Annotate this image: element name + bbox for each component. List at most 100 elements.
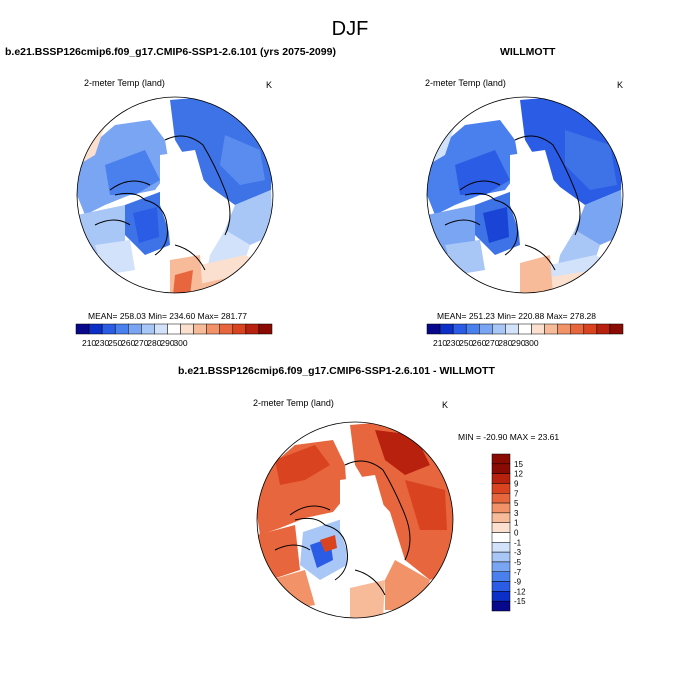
panel1-colorbar-swatch	[141, 323, 155, 335]
panel3-colorbar-tick-label: 1	[514, 519, 519, 528]
panel1-units-label: K	[266, 80, 273, 90]
panel3-colorbar-swatch	[491, 532, 511, 543]
panel2-colorbar-swatch	[570, 323, 585, 335]
panel2-colorbar-tick-label: 230	[446, 338, 460, 348]
panel3-colorbar-swatch	[491, 542, 511, 553]
panel3-coastlines	[274, 460, 411, 596]
panel3-colorbar-swatch	[491, 571, 511, 582]
panel2-variable-label: 2-meter Temp (land)	[425, 78, 506, 88]
panel3-stats: MIN = -20.90 MAX = 23.61	[458, 432, 560, 442]
panel1-variable-label: 2-meter Temp (land)	[84, 78, 165, 88]
panel2-colorbar-tick-label: 270	[485, 338, 499, 348]
panel2-colorbar-swatch	[596, 323, 611, 335]
panel3-colorbar-tick-label: 7	[514, 489, 519, 498]
panel3-colorbar-swatch	[491, 483, 511, 494]
panel2-colorbar-swatch	[492, 323, 506, 335]
panel3-colorbar-tick-label: -5	[514, 558, 522, 567]
panel3-colorbar-swatch	[491, 591, 511, 602]
panel3-colorbar-tick-label: -15	[514, 597, 526, 606]
panel1-colorbar-tick-label: 260	[121, 338, 135, 348]
panel1-colorbar-swatch	[180, 323, 194, 335]
panel1-colorbar-tick-label: 290	[160, 338, 174, 348]
panel1-colorbar-swatch	[219, 323, 234, 335]
panel2-polar-map	[426, 96, 624, 294]
panel1-colorbar-tick-label: 270	[134, 338, 148, 348]
panel1-title: b.e21.BSSP126cmip6.f09_g17.CMIP6-SSP1-2.…	[5, 46, 336, 58]
panel3-colorbar-swatch	[491, 453, 511, 465]
panel2-colorbar-tick-label: 250	[459, 338, 473, 348]
panel2-coastlines	[444, 135, 581, 271]
panel3-colorbar-swatch	[491, 561, 511, 572]
panel2-colorbar-swatch	[452, 323, 467, 335]
panel2-colorbar-swatch	[609, 323, 624, 335]
panel3-colorbar-swatch	[491, 581, 511, 592]
panel2-colorbar-swatch	[583, 323, 598, 335]
panel3-colorbar-tick-label: 15	[514, 460, 523, 469]
panel2-colorbar-tick-label: 290	[511, 338, 525, 348]
panel2-colorbar-swatch	[531, 323, 545, 335]
panel1-stats: MEAN= 258.03 Min= 234.60 Max= 281.77	[88, 311, 248, 321]
panel2-colorbar-swatch	[557, 323, 571, 335]
panel3-variable-label: 2-meter Temp (land)	[253, 398, 334, 408]
panel1-colorbar-swatch	[88, 323, 103, 335]
panel1-colorbar-tick-label: 210	[82, 338, 96, 348]
panel2-title: WILLMOTT	[500, 46, 556, 58]
panel2-colorbar-swatch	[518, 323, 532, 335]
panel3-colorbar-tick-label: 3	[514, 509, 519, 518]
panel3-colorbar-swatch	[491, 522, 511, 533]
panel2-colorbar-swatch	[505, 323, 519, 335]
panel1-colorbar-swatch	[128, 323, 142, 335]
panel1-coastlines	[94, 135, 231, 271]
panel3-colorbar-swatch	[491, 600, 511, 612]
panel3-colorbar-tick-label: 0	[514, 529, 519, 538]
panel1-colorbar-swatch	[245, 323, 260, 335]
figure-title: DJF	[331, 18, 369, 40]
panel3-land-field	[257, 422, 453, 618]
panel3-colorbar-tick-label: 9	[514, 479, 519, 488]
panel3-polar-map	[256, 421, 454, 619]
panel3-colorbar-swatch	[491, 493, 511, 504]
panel1-colorbar-swatch	[101, 323, 116, 335]
panel3-colorbar-tick-label: 5	[514, 499, 519, 508]
panel2-colorbar-swatch	[465, 323, 480, 335]
panel1-colorbar-tick-label: 250	[108, 338, 122, 348]
panel3-colorbar-swatch	[491, 502, 511, 514]
panel3-colorbar-tick-label: -9	[514, 578, 522, 587]
panel1-colorbar-swatch	[167, 323, 181, 335]
panel3-colorbar-tick-label: -3	[514, 548, 522, 557]
panel2-units-label: K	[617, 80, 624, 90]
panel2-stats: MEAN= 251.23 Min= 220.88 Max= 278.28	[437, 311, 597, 321]
panel1-colorbar-tick-label: 280	[147, 338, 161, 348]
panel2-colorbar-swatch	[439, 323, 454, 335]
panel3-colorbar-tick-label: 12	[514, 470, 523, 479]
panel2-colorbar-tick-label: 280	[498, 338, 512, 348]
panel2-colorbar-swatch	[479, 323, 493, 335]
panel3-colorbar-tick-label: -1	[514, 538, 522, 547]
panel1-colorbar-swatch	[114, 323, 129, 335]
panel1-colorbar-swatch	[154, 323, 168, 335]
panel1-colorbar-swatch	[258, 323, 273, 335]
panel1-colorbar-swatch	[193, 323, 207, 335]
panel1-polar-map	[76, 96, 274, 294]
panel2-colorbar-swatch	[544, 323, 558, 335]
panel2-colorbar-tick-label: 260	[472, 338, 486, 348]
panel1-colorbar-swatch	[75, 323, 90, 335]
panel1-colorbar-swatch	[206, 323, 220, 335]
panel3-colorbar-tick-label: -7	[514, 568, 522, 577]
panel3-title: b.e21.BSSP126cmip6.f09_g17.CMIP6-SSP1-2.…	[178, 365, 495, 377]
panel3-units-label: K	[442, 400, 449, 410]
panel1-colorbar-tick-label: 300	[173, 338, 187, 348]
panel2-colorbar-swatch	[426, 323, 441, 335]
panel3-colorbar-swatch	[491, 512, 511, 523]
panel3-colorbar-swatch	[491, 463, 511, 474]
panel2-colorbar-tick-label: 300	[524, 338, 538, 348]
panel3-colorbar-swatch	[491, 473, 511, 484]
panel2-colorbar-tick-label: 210	[433, 338, 447, 348]
panel3-colorbar-tick-label: -12	[514, 587, 526, 596]
panel1-colorbar-tick-label: 230	[95, 338, 109, 348]
panel1-colorbar-swatch	[232, 323, 247, 335]
panel3-colorbar-swatch	[491, 551, 511, 563]
